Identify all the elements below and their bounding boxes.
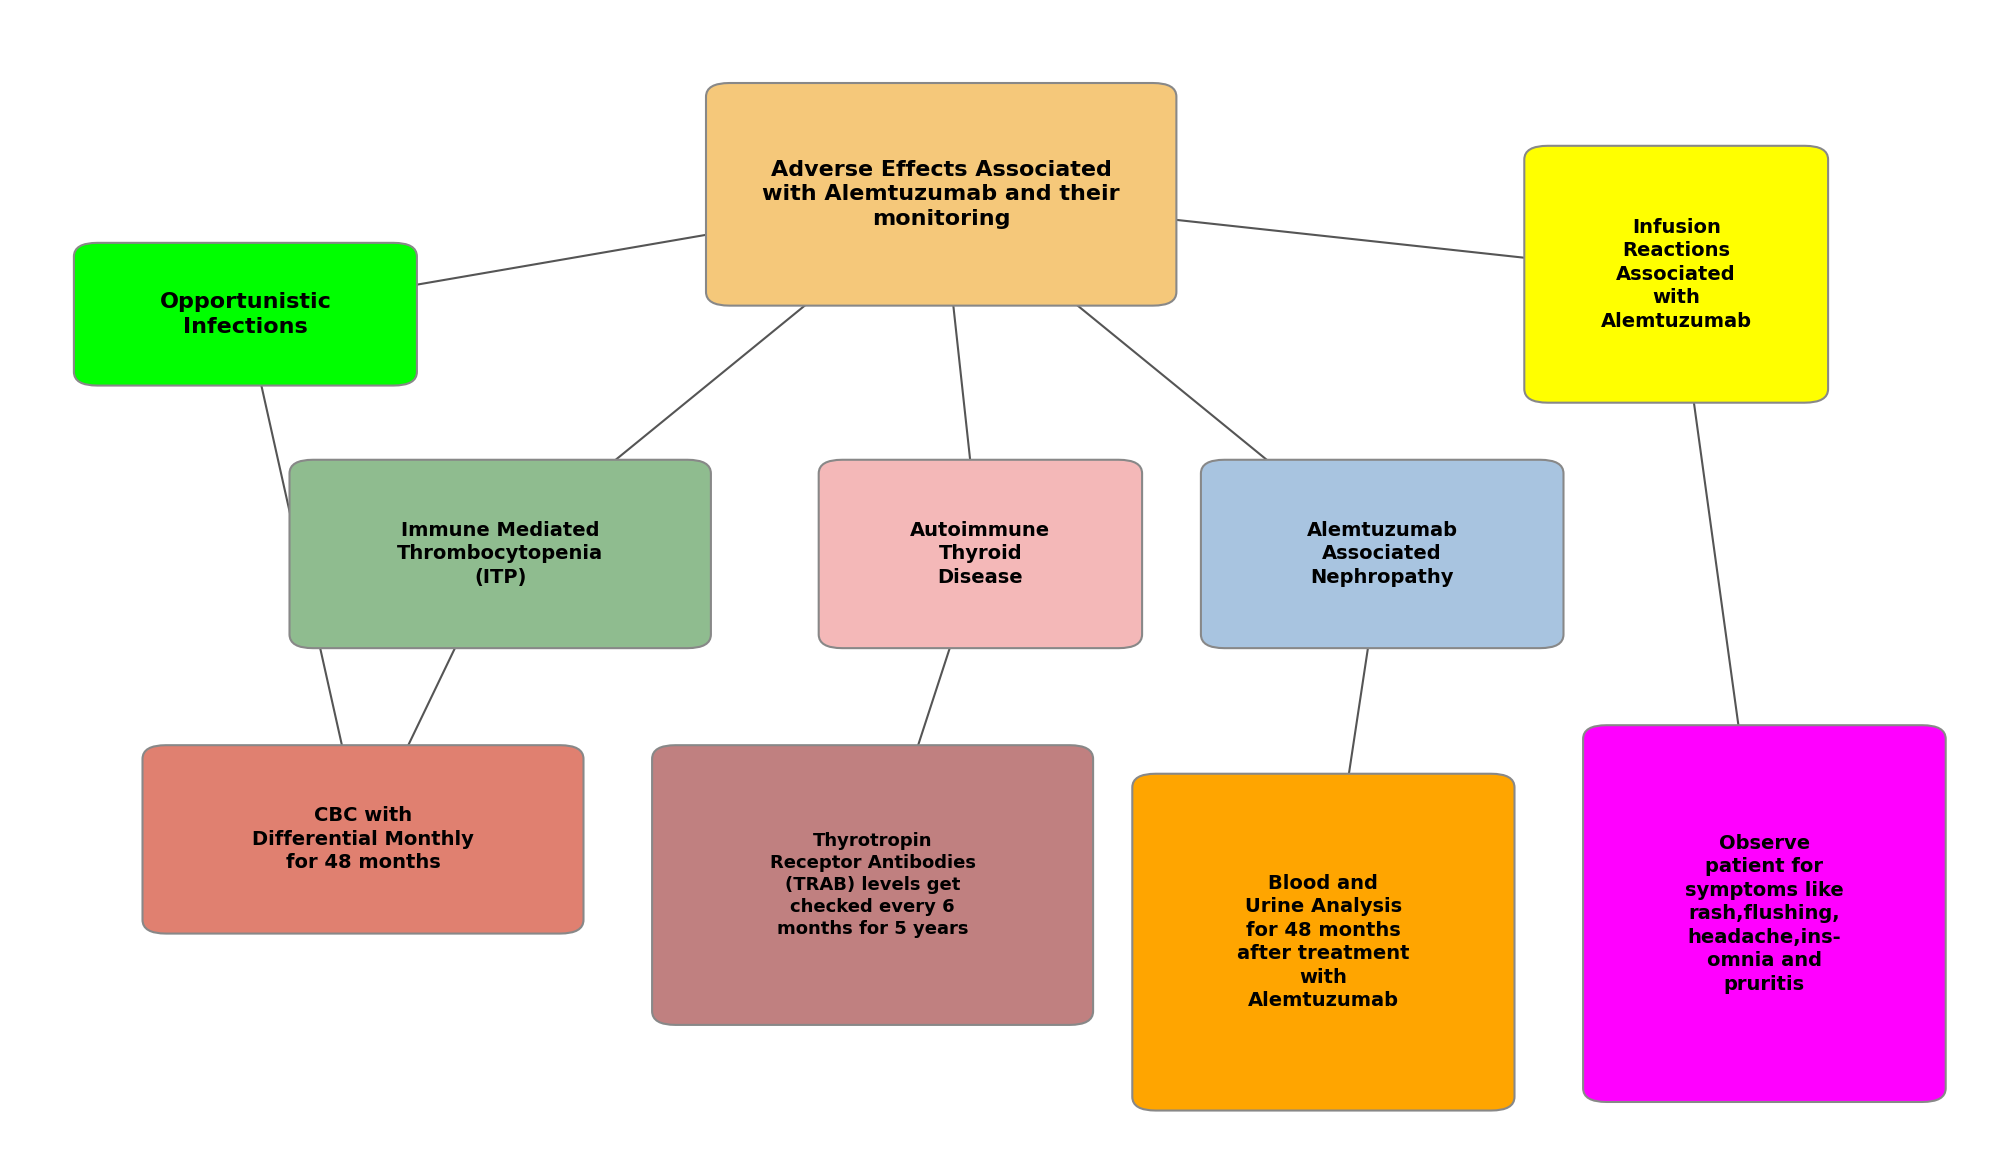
FancyBboxPatch shape xyxy=(706,83,1176,305)
FancyBboxPatch shape xyxy=(652,746,1094,1025)
Text: CBC with
Differential Monthly
for 48 months: CBC with Differential Monthly for 48 mon… xyxy=(252,806,474,873)
Text: Immune Mediated
Thrombocytopenia
(ITP): Immune Mediated Thrombocytopenia (ITP) xyxy=(398,521,604,587)
Text: Blood and
Urine Analysis
for 48 months
after treatment
with
Alemtuzumab: Blood and Urine Analysis for 48 months a… xyxy=(1238,874,1410,1010)
Text: Observe
patient for
symptoms like
rash,flushing,
headache,ins-
omnia and
pruriti: Observe patient for symptoms like rash,f… xyxy=(1686,834,1844,994)
Text: Autoimmune
Thyroid
Disease: Autoimmune Thyroid Disease xyxy=(910,521,1050,587)
FancyBboxPatch shape xyxy=(1524,146,1828,403)
FancyBboxPatch shape xyxy=(74,242,416,386)
FancyBboxPatch shape xyxy=(290,460,710,648)
FancyBboxPatch shape xyxy=(1200,460,1564,648)
Text: Opportunistic
Infections: Opportunistic Infections xyxy=(160,291,332,337)
Text: Adverse Effects Associated
with Alemtuzumab and their
monitoring: Adverse Effects Associated with Alemtuzu… xyxy=(762,160,1120,230)
FancyBboxPatch shape xyxy=(1132,774,1514,1110)
FancyBboxPatch shape xyxy=(1584,725,1946,1102)
Text: Alemtuzumab
Associated
Nephropathy: Alemtuzumab Associated Nephropathy xyxy=(1306,521,1458,587)
FancyBboxPatch shape xyxy=(142,746,584,933)
FancyBboxPatch shape xyxy=(818,460,1142,648)
Text: Thyrotropin
Receptor Antibodies
(TRAB) levels get
checked every 6
months for 5 y: Thyrotropin Receptor Antibodies (TRAB) l… xyxy=(770,832,976,939)
Text: Infusion
Reactions
Associated
with
Alemtuzumab: Infusion Reactions Associated with Alemt… xyxy=(1600,218,1752,331)
